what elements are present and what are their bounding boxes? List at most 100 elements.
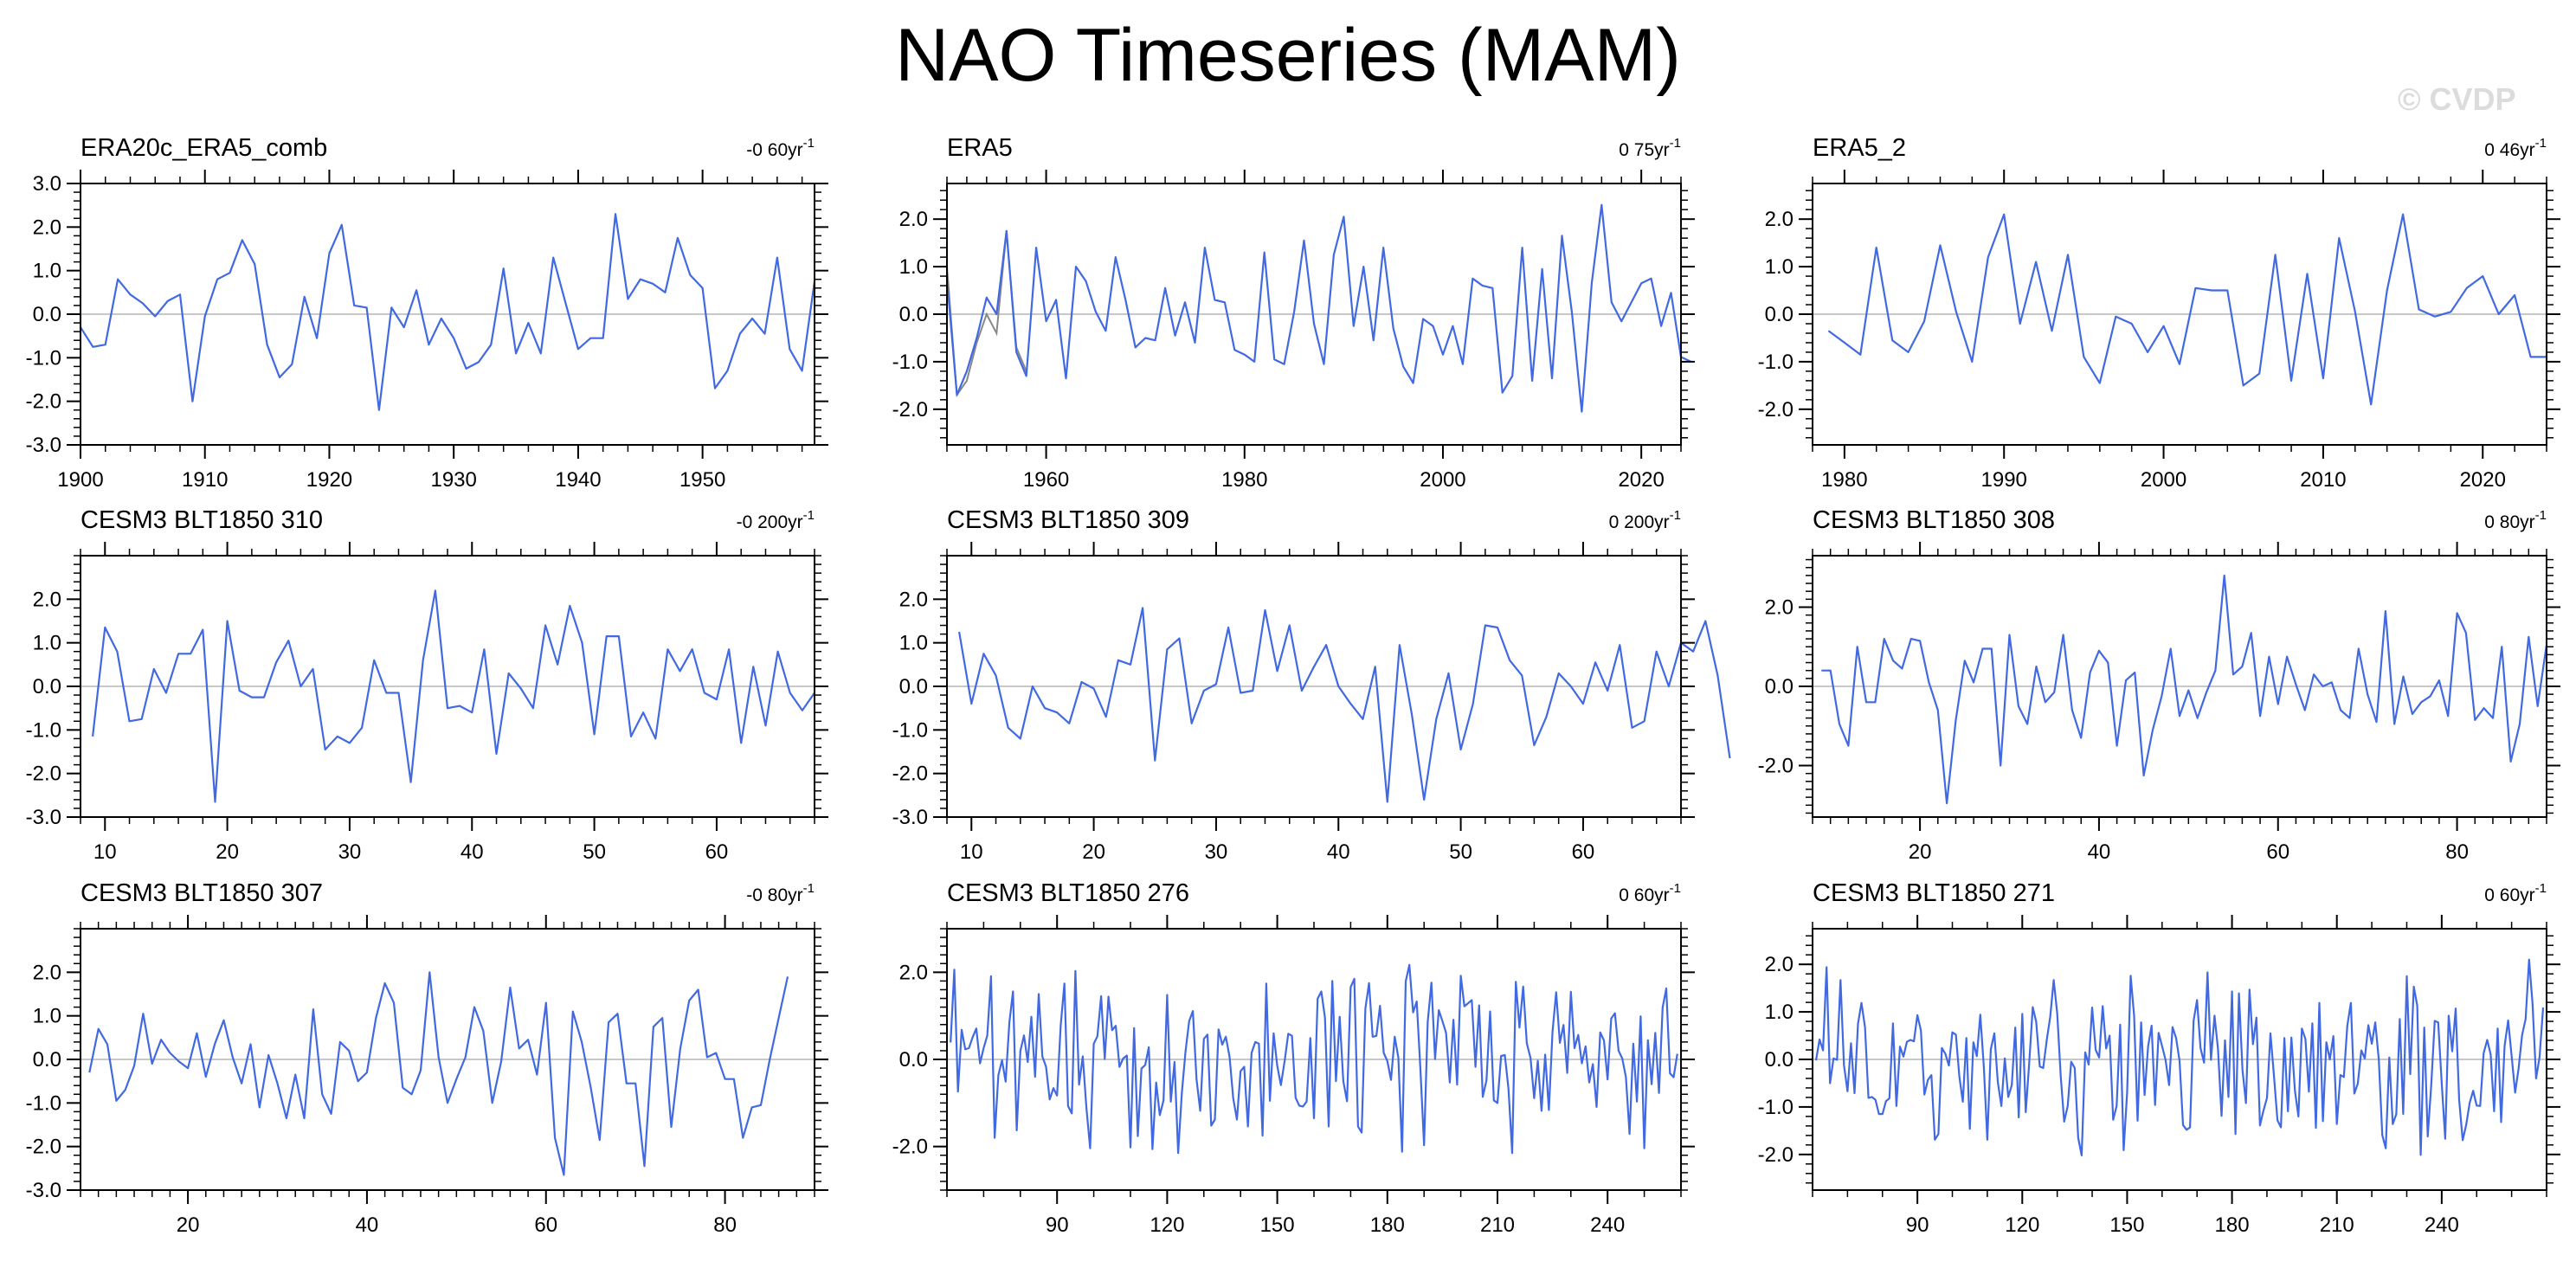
panel-title: ERA5 [947,134,1013,162]
x-tick-label: 2000 [1420,468,1465,492]
panel-title: CESM3 BLT1850 308 [1813,506,2055,534]
y-tick-label: 2.0 [33,961,61,984]
series-line [1827,213,2547,406]
trend-label: 0 200yr-1 [1609,508,1681,532]
panel-title: CESM3 BLT1850 276 [947,879,1189,907]
y-tick-label: -1.0 [1758,351,1794,374]
x-tick-label: 60 [534,1213,557,1237]
trend-label: 0 46yr-1 [2484,136,2547,160]
x-tick-label: 180 [1370,1213,1405,1237]
x-tick-label: 2020 [2460,468,2506,492]
panel-title: ERA20c_ERA5_comb [80,134,327,162]
panel-title: CESM3 BLT1850 309 [947,506,1189,534]
chart-panel-8: -2.0 0.0 2.0 90 120 150 180 210 240 CESM3 BLT1850… [892,879,1695,1237]
trend-label: -0 200yr-1 [737,508,815,532]
series-line [958,607,1731,803]
x-tick-label: 1980 [1821,468,1867,492]
page-title: NAO Timeseries (MAM) [895,14,1681,97]
x-tick-label: 60 [1572,840,1595,864]
x-tick-label: 1950 [679,468,725,492]
y-tick-label: 0.0 [899,303,928,326]
x-tick-label: 60 [705,840,729,864]
y-tick-label: -2.0 [1758,1143,1794,1167]
trend-label: -0 60yr-1 [746,136,815,160]
x-tick-label: 180 [2215,1213,2250,1237]
x-tick-label: 210 [1480,1213,1515,1237]
y-tick-label: -2.0 [1758,755,1794,778]
x-tick-label: 2000 [2141,468,2186,492]
y-tick-label: -2.0 [26,390,61,414]
y-tick-label: 0.0 [33,303,61,326]
x-tick-label: 1920 [306,468,352,492]
y-tick-label: 2.0 [1765,595,1794,619]
y-tick-label: -2.0 [26,763,61,786]
x-tick-label: 20 [1082,840,1105,864]
y-tick-label: 2.0 [33,588,61,611]
x-tick-label: 20 [216,840,239,864]
y-tick-label: -3.0 [26,434,61,457]
series-line [1821,574,2548,805]
y-tick-label: 3.0 [33,172,61,196]
x-tick-label: 50 [583,840,606,864]
series-line [950,963,1678,1155]
x-tick-label: 10 [960,840,983,864]
y-tick-label: -2.0 [892,1136,928,1159]
panel-title: CESM3 BLT1850 307 [80,879,323,907]
x-tick-label: 90 [1906,1213,1929,1237]
x-tick-label: 1990 [1981,468,2027,492]
y-tick-label: 2.0 [899,208,928,231]
y-tick-label: 1.0 [33,260,61,283]
y-tick-label: -3.0 [26,1179,61,1202]
y-tick-label: 0.0 [899,675,928,698]
y-tick-label: 2.0 [899,588,928,611]
x-tick-label: 90 [1046,1213,1069,1237]
series-line [80,213,816,411]
x-tick-label: 10 [93,840,117,864]
x-tick-label: 80 [2445,840,2469,864]
x-tick-label: 1930 [430,468,476,492]
y-tick-label: 1.0 [899,632,928,655]
x-tick-label: 1900 [57,468,103,492]
panel-title: CESM3 BLT1850 271 [1813,879,2055,907]
y-tick-label: -1.0 [892,718,928,742]
chart-panel-9: -2.0 -1.0 0.0 1.0 2.0 90 120 150 180 210 240 CESM3 … [1758,879,2560,1237]
trend-label: 0 60yr-1 [2484,881,2547,905]
y-tick-label: -2.0 [1758,398,1794,422]
chart-panel-1: -3.0 -2.0 -1.0 0.0 1.0 2.0 3.0 1900 1910 1920 1930… [26,134,828,492]
trend-label: -0 80yr-1 [746,881,815,905]
x-tick-label: 40 [2088,840,2111,864]
x-tick-label: 210 [2320,1213,2354,1237]
trend-label: 0 60yr-1 [1619,881,1681,905]
x-tick-label: 2020 [1618,468,1664,492]
chart-panel-2: -2.0 -1.0 0.0 1.0 2.0 1960 1980 2000 2020 ERA5 0 7… [892,134,1695,492]
x-tick-label: 20 [177,1213,200,1237]
chart-panel-5: -3.0 -2.0 -1.0 0.0 1.0 2.0 10 20 30 40 50 60 CESM3 B… [892,506,1731,864]
x-tick-label: 40 [460,840,484,864]
x-tick-label: 1960 [1023,468,1069,492]
y-tick-label: -1.0 [26,346,61,370]
y-tick-label: -2.0 [892,398,928,422]
x-tick-label: 30 [1205,840,1228,864]
y-tick-label: 1.0 [1765,1001,1794,1024]
x-tick-label: 20 [1909,840,1932,864]
chart-panel-6: -2.0 0.0 2.0 20 40 60 80 CESM3 BLT1850 308 0 80y… [1758,506,2560,864]
y-tick-label: -1.0 [1758,1096,1794,1119]
panel-title: ERA5_2 [1813,134,1906,162]
y-tick-label: 2.0 [1765,208,1794,231]
chart-panel-7: -3.0 -2.0 -1.0 0.0 1.0 2.0 20 40 60 80 CESM3 BLT18… [26,879,828,1237]
x-tick-label: 1980 [1221,468,1267,492]
series-line [88,971,789,1176]
x-tick-label: 150 [1260,1213,1295,1237]
x-tick-label: 80 [713,1213,737,1237]
chart-panel-3: -2.0 -1.0 0.0 1.0 2.0 1980 1990 2000 2010 2020 ERA… [1758,134,2560,492]
y-tick-label: -2.0 [892,763,928,786]
trend-label: 0 75yr-1 [1619,136,1681,160]
x-tick-label: 1910 [182,468,228,492]
y-tick-label: 1.0 [33,632,61,655]
cvdp-watermark: © CVDP [2398,81,2516,117]
panel-title: CESM3 BLT1850 310 [80,506,323,534]
y-tick-label: 0.0 [1765,1048,1794,1072]
y-tick-label: -3.0 [892,806,928,829]
x-tick-label: 30 [338,840,362,864]
y-tick-label: 0.0 [899,1048,928,1072]
